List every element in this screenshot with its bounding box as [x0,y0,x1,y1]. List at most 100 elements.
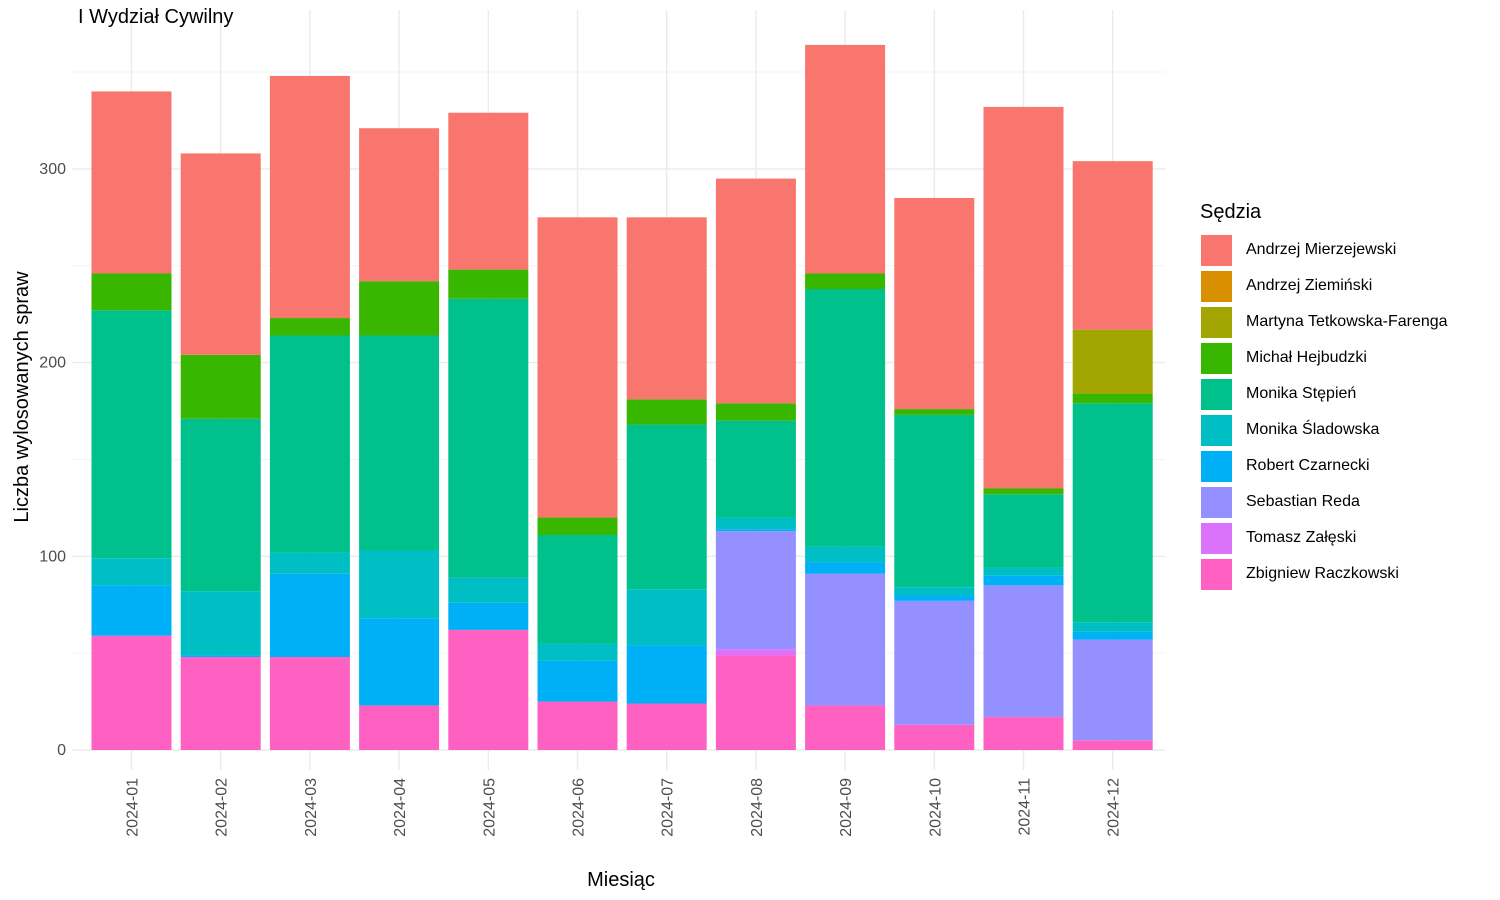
bar-segment [715,529,796,532]
bar-segment [180,655,261,658]
bar-segment [715,531,796,650]
legend-item: Tomasz Załęski [1200,520,1448,556]
bar-segment [448,577,529,603]
bar-segment [983,494,1064,568]
y-tick-label: 300 [39,161,66,178]
bar-segment [537,534,618,644]
legend-label: Robert Czarnecki [1246,457,1370,474]
x-tick-label: 2024-09 [838,778,855,837]
bar-segment [537,701,618,750]
bar-segment [91,273,172,311]
bar-segment [91,635,172,750]
x-tick-label: 2024-06 [571,778,588,837]
bar-segment [894,414,975,588]
bar-segment [626,424,707,590]
legend-swatch [1200,341,1233,375]
bar-segment [537,217,618,518]
legend-item: Monika Stępień [1200,376,1448,412]
bar-segment [805,44,886,274]
legend-label: Tomasz Załęski [1246,529,1357,546]
bar-segment [537,660,618,702]
bar-segment [626,589,707,646]
bar-segment [91,310,172,559]
bar-segment [626,645,707,704]
legend-label: Zbigniew Raczkowski [1246,565,1399,582]
x-tick-label: 2024-10 [927,778,944,837]
x-tick-label: 2024-05 [481,778,498,837]
bar-segment [983,717,1064,750]
bar-segment [269,318,350,336]
bar-segment [894,587,975,596]
bar-segment [269,573,350,658]
legend-swatch [1200,269,1233,303]
bar-segment [894,197,975,410]
bar-segment [91,558,172,586]
bar-segment [91,91,172,274]
legend-swatch [1200,521,1233,555]
bar-segment [894,409,975,415]
bar-segment [805,573,886,706]
legend-label: Andrzej Mierzejewski [1246,241,1397,258]
legend-title: Sędzia [1200,201,1262,223]
bar-segment [91,585,172,636]
bar-segment [1072,639,1153,741]
legend-item: Monika Śladowska [1200,412,1448,448]
legend-swatch [1200,485,1233,519]
bar-segment [359,550,440,619]
bar-segment [983,575,1064,586]
legend-swatch [1200,557,1233,591]
bar-segment [180,153,261,355]
bar-segment [180,591,261,656]
bar-segment [537,643,618,661]
bar-segment [448,269,529,299]
bar-segment [983,106,1064,489]
legend-label: Martyna Tetkowska-Farenga [1246,313,1448,330]
x-tick-label: 2024-04 [392,778,409,837]
bar-segment [1072,161,1153,330]
bar-segment [180,354,261,419]
bar-segment [715,420,796,518]
bar-segment [180,657,261,750]
bar-segment [626,217,707,400]
bar-segment [1072,329,1153,394]
bar-segment [626,703,707,750]
bar-segment [359,618,440,706]
legend-label: Sebastian Reda [1246,493,1360,510]
bar-segment [448,112,529,270]
legend-swatch [1200,377,1233,411]
bar-segment [269,657,350,750]
legend-item: Andrzej Ziemiński [1200,268,1448,304]
legend: Sędzia Andrzej Mierzejewski Andrzej Ziemi… [1200,201,1448,592]
legend-label: Michał Hejbudzki [1246,349,1367,366]
bar-segment [1072,622,1153,632]
legend-label: Andrzej Ziemiński [1246,277,1373,294]
bar-segment [1072,631,1153,640]
bar-segment [626,399,707,425]
bar-segment [715,178,796,404]
legend-item: Zbigniew Raczkowski [1200,556,1448,592]
x-tick-label: 2024-08 [749,778,766,837]
bar-segment [805,546,886,563]
legend-item: Robert Czarnecki [1200,448,1448,484]
bar-segment [1072,393,1153,404]
legend-item: Michał Hejbudzki [1200,340,1448,376]
bar-segment [715,403,796,421]
legend-swatch [1200,305,1233,339]
bar-segment [269,552,350,574]
bar-segment [1072,740,1153,750]
x-tick-label: 2024-01 [125,778,142,837]
bar-segment [715,517,796,530]
y-axis-title: Liczba wylosowanych spraw [11,271,33,523]
bar-segment [448,602,529,630]
bar-segment [805,562,886,574]
x-tick-label: 2024-12 [1106,778,1123,837]
legend-item: Martyna Tetkowska-Farenga [1200,304,1448,340]
bar-segment [894,600,975,725]
chart-title: I Wydział Cywilny [78,6,234,28]
bar-segment [1072,403,1153,623]
legend-swatch [1200,233,1233,267]
bar-segment [359,281,440,336]
legend-swatch [1200,449,1233,483]
bar-segment [537,517,618,535]
